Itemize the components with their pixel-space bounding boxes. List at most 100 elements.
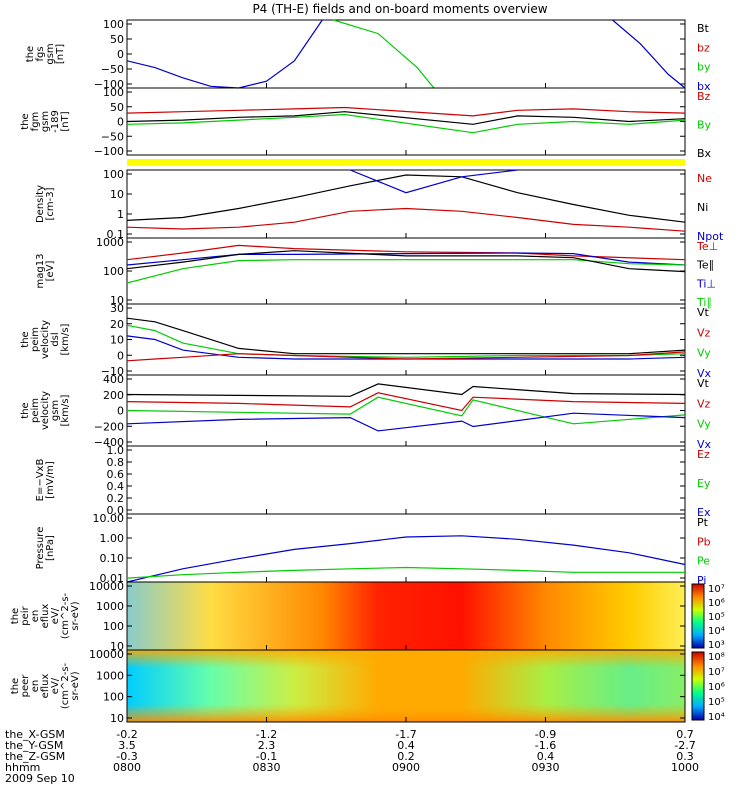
y-tick-label: 1000 [96,600,124,613]
series-Npot [349,169,518,194]
legend-bx: bx [697,80,711,93]
ephem-value: -0.9 [535,728,556,741]
series-Vx [126,335,686,360]
y-tick-label: 0.01 [100,572,125,585]
y-tick-label: 10 [110,712,124,725]
y-axis-label: -189 [50,110,61,133]
colorbar-label: 10⁵ [708,612,725,623]
legend-Te∥: Te∥ [696,259,714,272]
ephem-value: 0900 [392,761,420,774]
series-bx2 [612,19,686,89]
y-axis-label: velocity [40,391,51,430]
y-tick-label: 10 [110,334,124,347]
y-tick-label: 100 [103,691,124,704]
series-Vy [126,324,686,358]
y-tick-label: 10.00 [93,512,125,525]
y-axis-label: the [20,402,31,418]
legend-Pt: Pt [697,516,709,529]
y-axis-label: E=−VxB [35,459,46,502]
y-tick-label: 20 [110,318,124,331]
y-tick-label: 0.0 [107,504,125,517]
y-tick-label: 100 [103,620,124,633]
y-tick-label: −10 [101,365,124,378]
y-axis-label: (cm^2-s- [60,592,71,639]
ephem-value: -1.2 [256,728,277,741]
y-tick-label: 0 [117,116,124,129]
y-axis-label: peim [30,327,41,352]
colorbar-label: 10⁸ [708,652,725,663]
ephem-value: -2.7 [674,739,695,752]
legend-Ne: Ne [697,172,712,185]
ephem-value: 3.5 [118,739,136,752]
panel-temp: 1000 100 10 mag13 [eV] Te⊥ Te∥ Ti⊥ Ti∥ [35,236,718,309]
legend-Ni: Ni [697,201,708,214]
y-tick-label: 100 [103,18,124,31]
y-tick-label: 50 [110,101,124,114]
ephem-value: -1.7 [395,728,416,741]
y-axis-label: en [30,610,41,623]
y-tick-label: 0.1 [107,228,125,241]
series-Bz [126,106,686,117]
y-axis-label: Pressure [35,527,46,570]
ephem-value: 0.4 [397,739,415,752]
y-axis-label: eV/ [50,677,61,694]
series-Te∥ [126,250,686,273]
y-tick-label: 200 [103,389,124,402]
y-tick-label: 0.10 [100,552,125,565]
series-Ti∥ [126,259,686,284]
y-axis-label: the [20,331,31,347]
y-tick-label: −50 [101,63,124,76]
y-tick-label: 10 [110,294,124,307]
y-tick-label: 50 [110,33,124,46]
y-tick-label: 100 [103,86,124,99]
y-axis-label: the [20,113,31,129]
y-axis-label: eflux [40,674,51,699]
y-axis-label: mag13 [35,254,46,289]
y-tick-label: 0.4 [107,480,125,493]
y-axis-label: [mV/m] [45,461,56,499]
legend-Ti⊥: Ti⊥ [696,277,716,290]
series-Te⊥ [126,244,686,261]
y-axis-label: sr-eV) [70,601,81,630]
y-tick-label: 400 [103,373,124,386]
colorbar-label: 10⁶ [708,598,725,609]
ephem-value: 0930 [532,761,560,774]
legend-Bx: Bx [697,147,712,160]
y-axis-label: [nT] [60,111,71,131]
ephem-row-label: the_X-GSM [5,728,65,741]
y-axis-label: the [10,678,21,694]
y-tick-label: 10000 [89,580,124,593]
y-axis-label: eV/ [50,607,61,624]
y-tick-label: 1000 [96,669,124,682]
ephem-value: -0.3 [116,750,137,763]
y-tick-label: 0.6 [107,468,125,481]
y-axis-label: [nPa] [45,535,56,561]
status-bar [127,159,685,166]
panel-peimvel_gsm: 400 200 0 −200 −400 the peim velocity gsm [km/s] V… [20,373,712,451]
ephem-value: 1000 [671,761,699,774]
panel-fgm: 100 50 0−50 −100 the fgm gsm -189 [nT] Bz By Bx [20,86,712,160]
panel-frame [126,19,686,89]
y-tick-label: 0 [117,349,124,362]
y-axis-label: fgs [35,46,46,61]
panel-frame [126,445,686,515]
y-tick-label: 100 [103,265,124,278]
ephem-value: 0800 [113,761,141,774]
y-axis-label: gsm [45,43,56,64]
series-bx [126,19,323,89]
panel-pressure: 10.00 1.00 0.10 0.01 Pressure [nPa] Pt Pb Pe Pi [35,512,711,587]
series-Vz [126,351,686,362]
series-Pi [126,535,686,583]
legend-Pe: Pe [697,555,710,568]
panel-peer_spec: 10⁸ 10⁷ 10⁶ 10⁵ 10⁴ 10000 1000 100 10 the peer en ef… [10,648,725,725]
series-Ti⊥ [126,252,686,266]
y-tick-label: 0.8 [107,456,125,469]
y-axis-label: (cm^2-s- [60,662,71,709]
panel-density: 100 10 1 0.1 Density [cm-3] Ne Ni Npot [35,168,724,243]
legend-Vy: Vy [697,347,711,360]
y-axis-label: eflux [40,604,51,629]
legend-Vz: Vz [697,326,711,339]
colorbar-label: 10³ [708,640,725,651]
